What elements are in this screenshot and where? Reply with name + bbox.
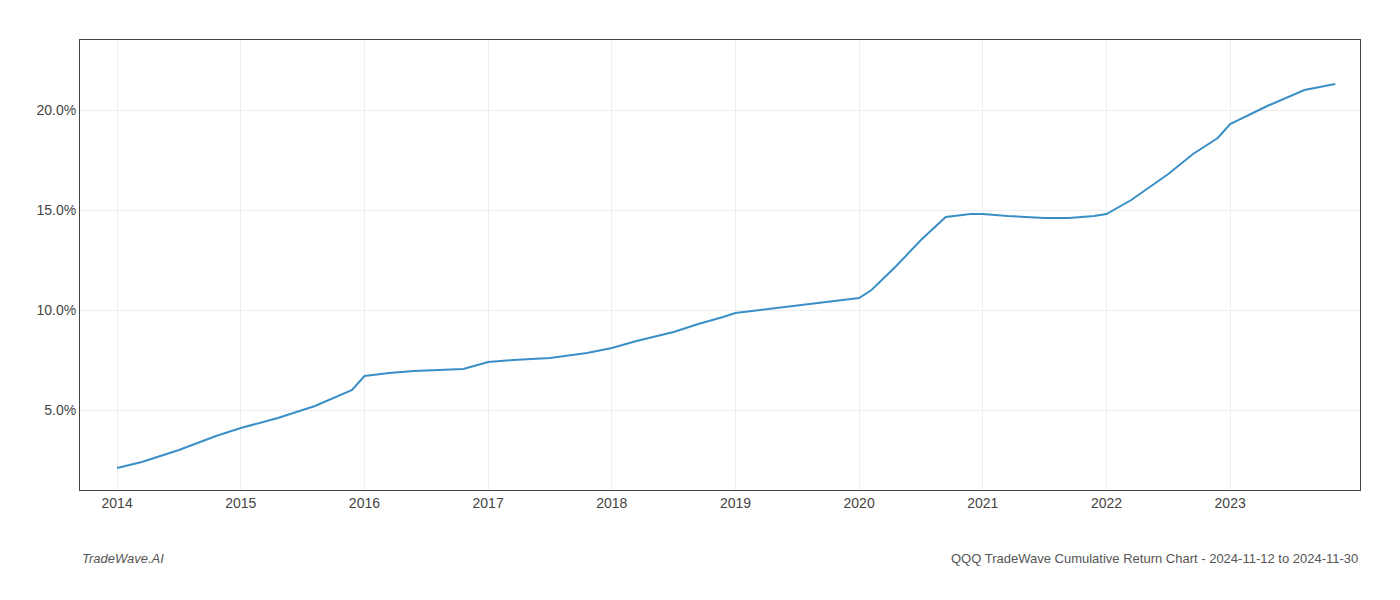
svg-text:2015: 2015 — [225, 495, 256, 511]
svg-text:15.0%: 15.0% — [36, 202, 76, 218]
svg-text:2016: 2016 — [349, 495, 380, 511]
svg-text:QQQ TradeWave Cumulative Retur: QQQ TradeWave Cumulative Return Chart - … — [951, 551, 1358, 566]
svg-text:2018: 2018 — [596, 495, 627, 511]
svg-text:2022: 2022 — [1091, 495, 1122, 511]
svg-text:TradeWave.AI: TradeWave.AI — [82, 551, 164, 566]
svg-text:2023: 2023 — [1215, 495, 1246, 511]
svg-text:2019: 2019 — [720, 495, 751, 511]
svg-text:20.0%: 20.0% — [36, 102, 76, 118]
svg-text:2017: 2017 — [473, 495, 504, 511]
svg-text:5.0%: 5.0% — [44, 402, 76, 418]
svg-text:2020: 2020 — [844, 495, 875, 511]
svg-text:2014: 2014 — [102, 495, 133, 511]
svg-text:10.0%: 10.0% — [36, 302, 76, 318]
svg-text:2021: 2021 — [967, 495, 998, 511]
